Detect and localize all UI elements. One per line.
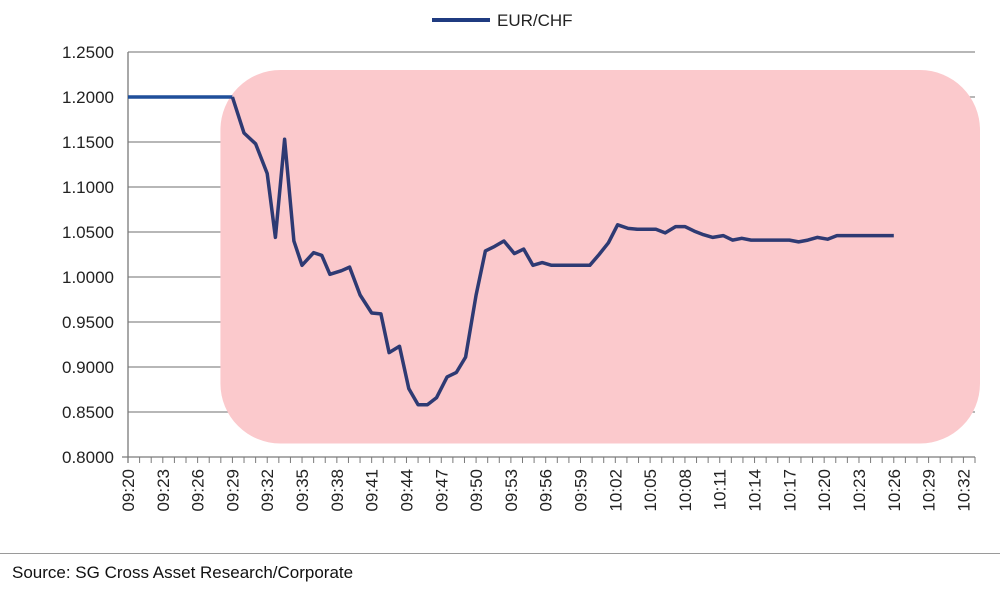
x-tick-label: 10:05 xyxy=(641,469,660,512)
x-tick-label: 09:23 xyxy=(154,469,173,512)
y-tick-label: 1.2500 xyxy=(62,43,114,62)
legend-label-eur-chf: EUR/CHF xyxy=(497,11,573,30)
y-tick-label: 1.2000 xyxy=(62,88,114,107)
x-tick-label: 09:56 xyxy=(537,469,556,512)
x-tick-label: 10:02 xyxy=(606,469,625,512)
series-lines xyxy=(128,95,894,407)
y-axis-tick-labels: 0.8000 0.8500 0.9000 0.9500 1.0000 1.0500 1.10… xyxy=(62,43,114,467)
source-divider xyxy=(0,553,1000,554)
y-tick-label: 0.8500 xyxy=(62,403,114,422)
x-tick-label: 09:38 xyxy=(328,469,347,512)
x-tick-label: 09:35 xyxy=(293,469,312,512)
eur-chf-chart: 0.8000 0.8500 0.9000 0.9500 1.0000 1.0500 1.10… xyxy=(62,11,980,512)
y-tick-label: 1.1000 xyxy=(62,178,114,197)
x-tick-label: 10:08 xyxy=(676,469,695,512)
y-tick-label: 0.8000 xyxy=(62,448,114,467)
x-tick-label: 10:29 xyxy=(920,469,939,512)
y-tick-label: 1.1500 xyxy=(62,133,114,152)
x-tick-label: 10:14 xyxy=(746,469,765,512)
y-tick-label: 1.0500 xyxy=(62,223,114,242)
x-tick-label: 09:32 xyxy=(258,469,277,512)
x-tick-label: 09:20 xyxy=(119,469,138,512)
y-tick-label: 0.9500 xyxy=(62,313,114,332)
x-tick-label: 10:26 xyxy=(885,469,904,512)
x-tick-label: 09:41 xyxy=(363,469,382,512)
y-tick-label: 1.0000 xyxy=(62,268,114,287)
x-tick-label: 10:11 xyxy=(711,469,730,510)
x-tick-label: 09:26 xyxy=(189,469,208,512)
series-line-eur-chf xyxy=(230,96,894,407)
highlight-region-layer xyxy=(220,70,980,444)
x-tick-label: 09:47 xyxy=(432,469,451,512)
x-tick-label: 10:20 xyxy=(815,469,834,512)
y-tick-label: 0.9000 xyxy=(62,358,114,377)
x-tick-label: 09:50 xyxy=(467,469,486,512)
x-tick-label: 10:32 xyxy=(954,469,973,512)
x-tick-label: 10:17 xyxy=(780,469,799,512)
x-tick-label: 09:59 xyxy=(572,469,591,512)
x-tick-label: 10:23 xyxy=(850,469,869,512)
x-tick-label: 09:29 xyxy=(223,469,242,512)
x-tick-label: 09:44 xyxy=(397,469,416,512)
highlight-region xyxy=(220,70,980,444)
source-note: Source: SG Cross Asset Research/Corporat… xyxy=(12,563,354,582)
x-tick-label: 09:53 xyxy=(502,469,521,512)
legend: EUR/CHF xyxy=(432,11,573,30)
x-axis-tick-labels: 09:20 09:23 09:26 09:29 09:32 09:35 09:38 09:41… xyxy=(119,469,973,512)
axes xyxy=(122,52,976,463)
